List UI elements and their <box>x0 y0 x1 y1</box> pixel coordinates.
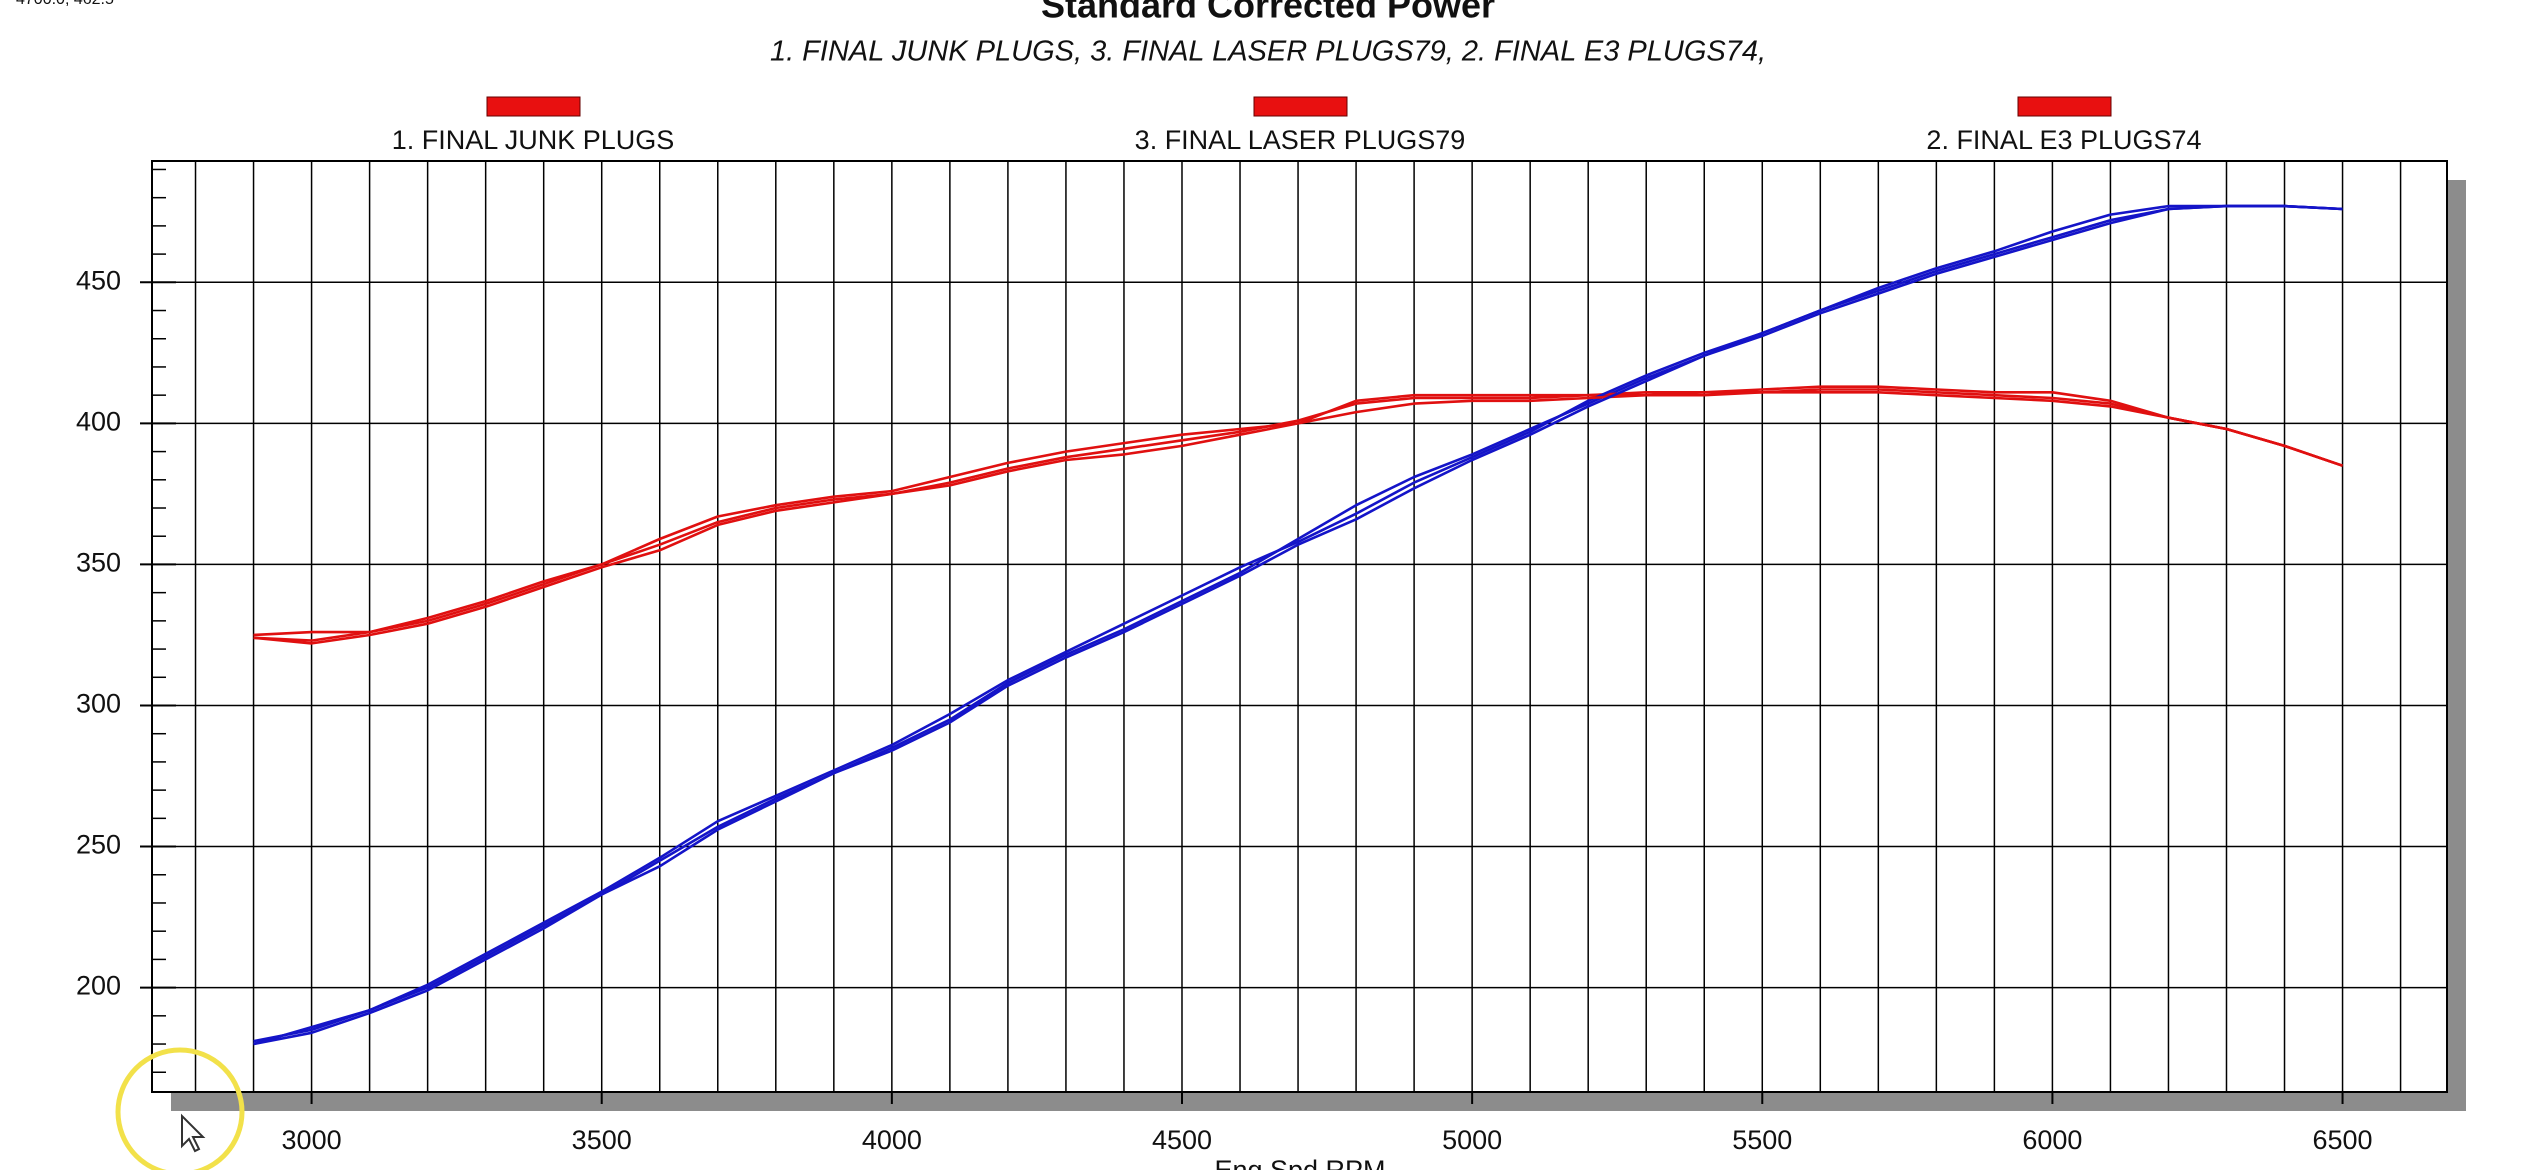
x-tick-label: 3500 <box>572 1125 632 1155</box>
x-tick-label: 5000 <box>1442 1125 1502 1155</box>
y-tick-label: 400 <box>76 406 121 436</box>
cursor-readout: 4700.0, 462.5 <box>16 0 114 8</box>
x-tick-label: 4500 <box>1152 1125 1212 1155</box>
y-tick-label: 200 <box>76 971 121 1001</box>
plot-area <box>151 160 2448 1093</box>
chart-subtitle: 1. FINAL JUNK PLUGS, 3. FINAL LASER PLUG… <box>770 36 1766 68</box>
x-tick-label: 6000 <box>2022 1125 2082 1155</box>
legend-swatch <box>486 96 581 117</box>
legend-swatch <box>2017 96 2112 117</box>
power-line <box>253 204 2343 1046</box>
torque-line <box>253 391 2343 645</box>
legend-label: 3. FINAL LASER PLUGS79 <box>1135 125 1466 155</box>
cursor-highlight <box>115 1047 245 1170</box>
plot-layer: 200 250 300 350 400 450 3000 3500 4000 4500 5000 55… <box>76 96 2447 1155</box>
legend-label: 1. FINAL JUNK PLUGS <box>392 125 675 155</box>
power-line <box>253 204 2343 1046</box>
legend-label: 2. FINAL E3 PLUGS74 <box>1926 125 2201 155</box>
y-tick-label: 250 <box>76 830 121 860</box>
x-tick-label: 5500 <box>1732 1125 1792 1155</box>
x-tick-label: 4000 <box>862 1125 922 1155</box>
y-tick-label: 450 <box>76 265 121 295</box>
x-tick-label: 3000 <box>282 1125 342 1155</box>
mouse-pointer <box>181 1113 206 1153</box>
legend-swatch <box>1253 96 1348 117</box>
y-tick-label: 350 <box>76 548 121 578</box>
chart-title: Standard Corrected Power <box>1041 0 1495 26</box>
x-tick-label: 6500 <box>2313 1125 2373 1155</box>
y-tick-label: 300 <box>76 689 121 719</box>
x-axis-label: Eng Spd RPM <box>1214 1155 1385 1170</box>
